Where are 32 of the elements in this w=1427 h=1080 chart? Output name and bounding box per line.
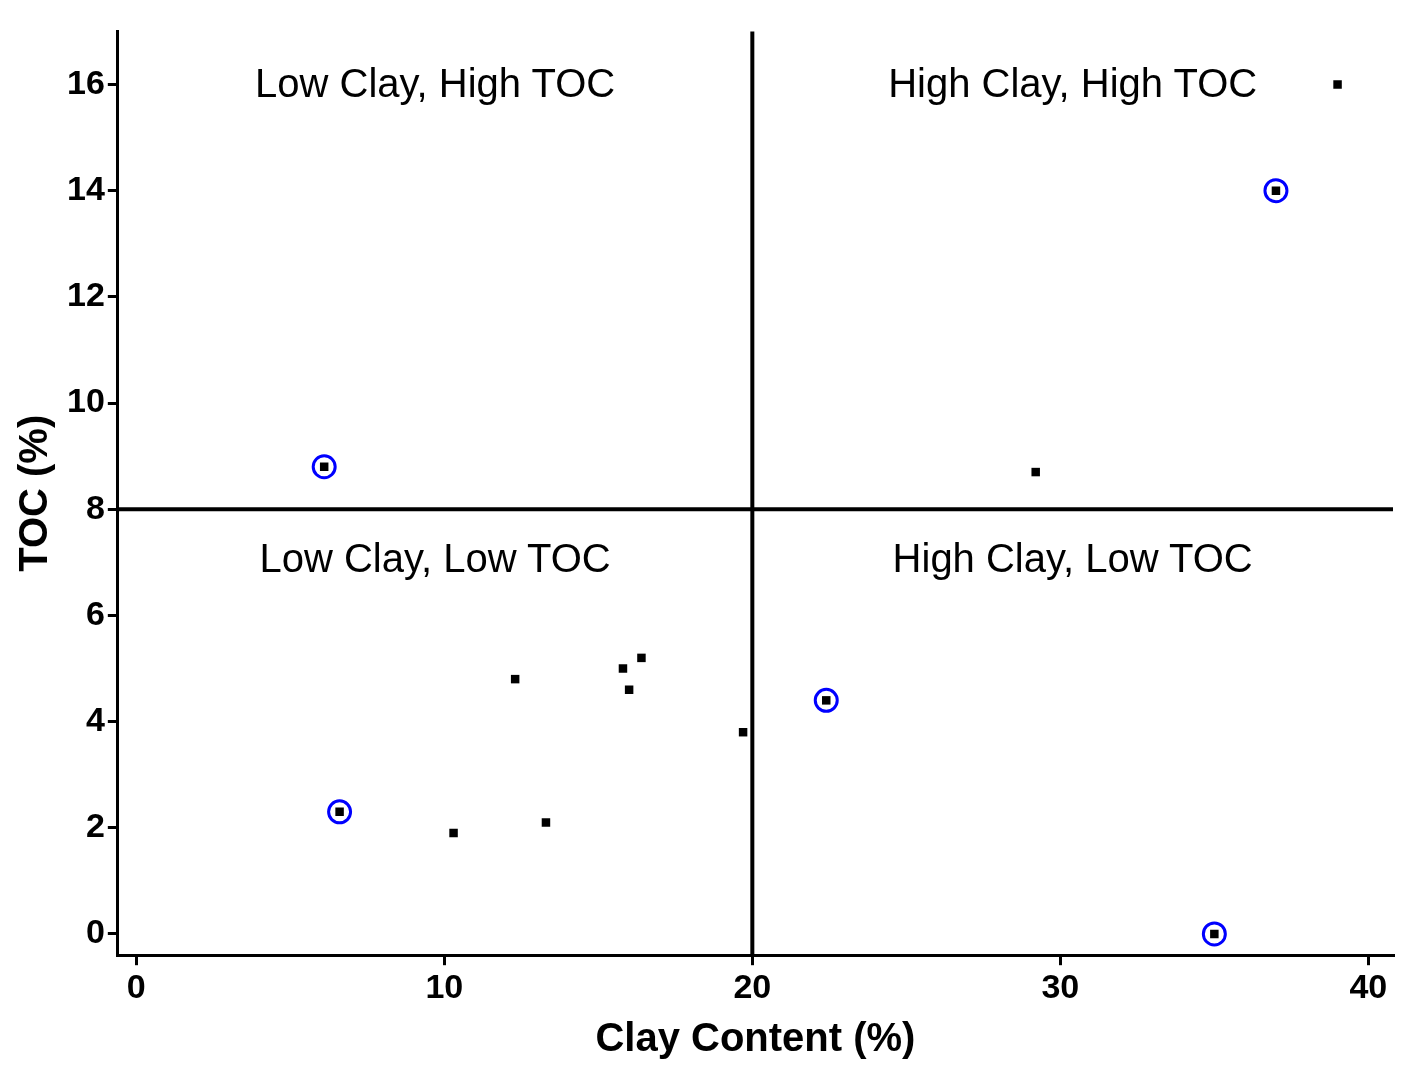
x-axis-title: Clay Content (%) [595, 1015, 916, 1060]
x-tick-label: 40 [1349, 966, 1388, 1005]
y-tick-label: 10 [66, 381, 105, 420]
point [618, 664, 628, 673]
annotation: High Clay, High TOC [888, 61, 1258, 106]
y-tick-label: 14 [66, 169, 105, 208]
point [1031, 467, 1040, 477]
annotation: Low Clay, Low TOC [259, 536, 611, 581]
y-tick-label: 2 [85, 806, 105, 845]
point [327, 799, 353, 825]
x-tick-label: 0 [126, 966, 146, 1005]
annotation: Low Clay, High TOC [255, 61, 616, 106]
point [1201, 921, 1227, 947]
point [1263, 178, 1289, 204]
annotation: High Clay, Low TOC [892, 536, 1253, 581]
point [624, 685, 634, 694]
point [449, 828, 458, 838]
point [637, 653, 646, 663]
point [541, 818, 551, 827]
y-tick-label: 8 [85, 487, 105, 526]
x-tick-label: 30 [1041, 966, 1080, 1005]
y-tick-label: 6 [85, 593, 105, 632]
x-tick-label: 10 [425, 966, 464, 1005]
x-tick-label: 20 [733, 966, 772, 1005]
point [1333, 80, 1342, 89]
y-tick-label: 0 [85, 912, 105, 951]
y-axis-title: TOC (%) [11, 414, 56, 572]
point [813, 687, 839, 713]
y-tick-label: 16 [66, 62, 105, 101]
y-tick-label: 12 [66, 275, 105, 314]
point [311, 454, 337, 480]
y-tick-label: 4 [85, 699, 105, 738]
